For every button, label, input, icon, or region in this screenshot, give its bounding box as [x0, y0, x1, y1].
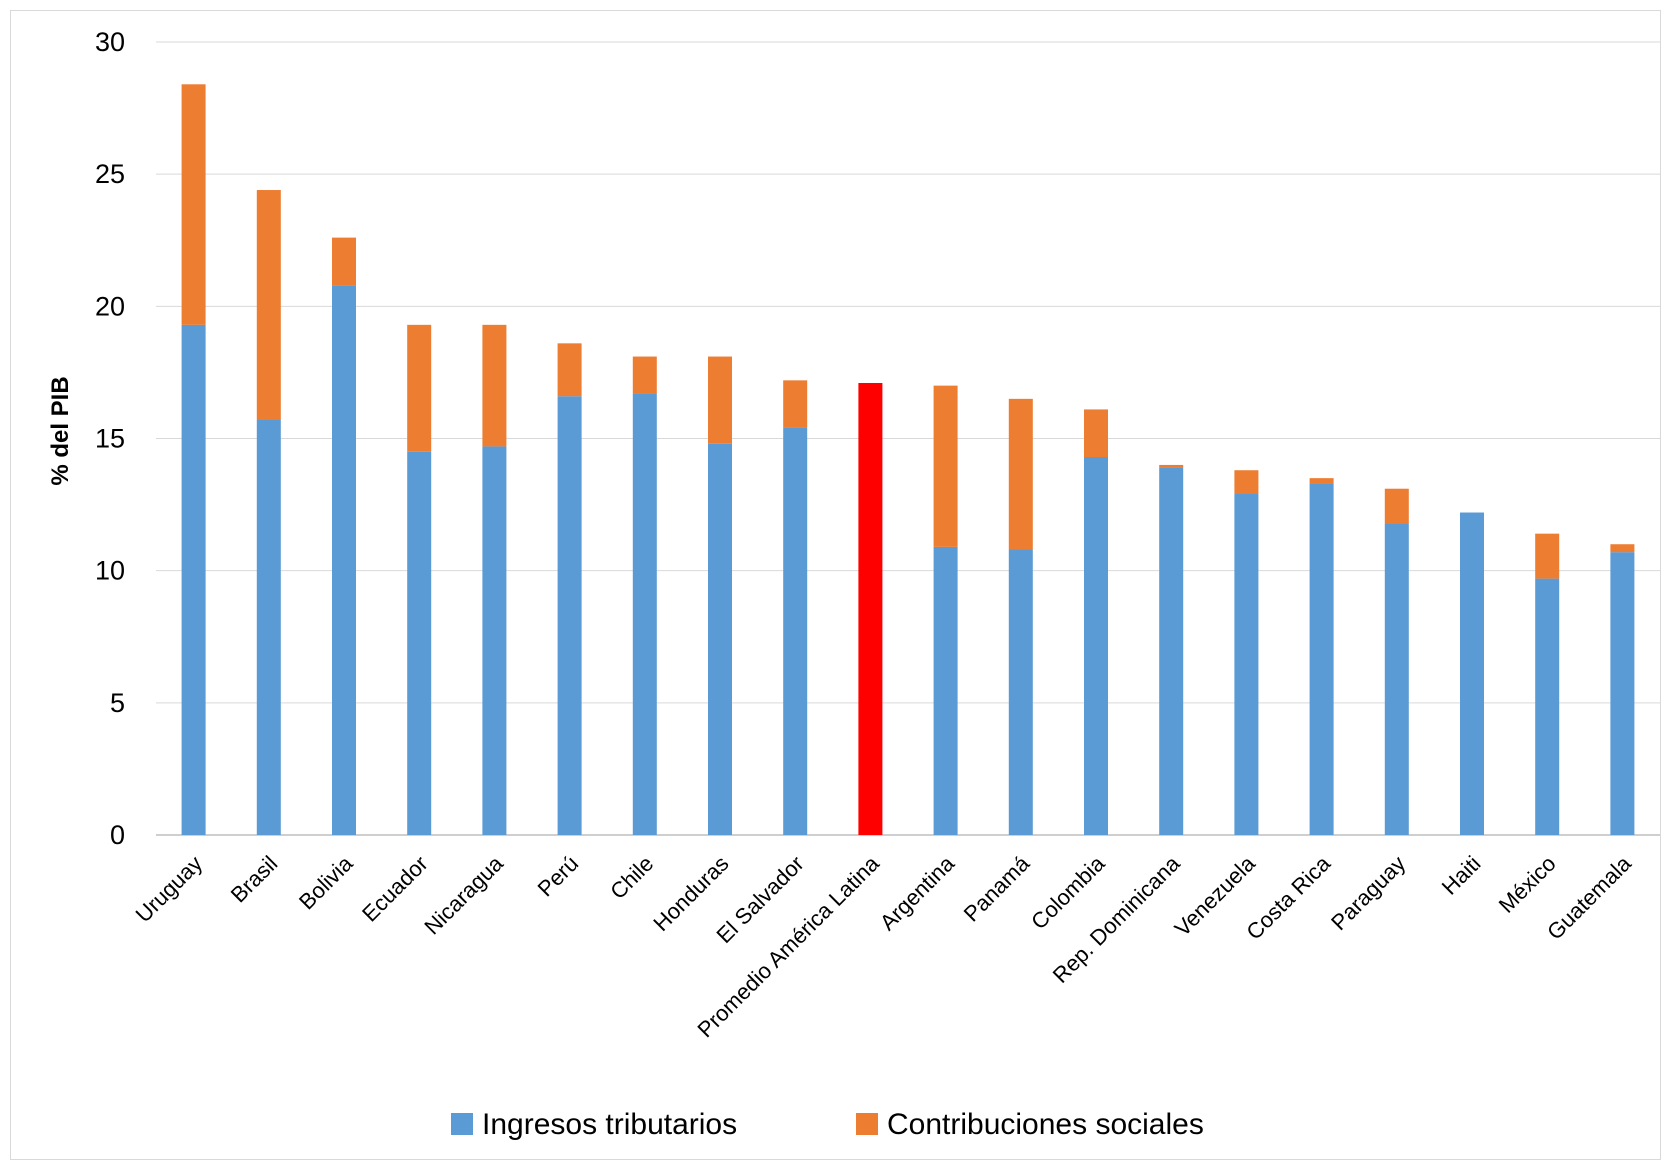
legend-swatch-contribuciones-sociales [856, 1113, 878, 1135]
bar-ingresos-1 [256, 419, 281, 835]
x-tick-label: Paraguay [1326, 851, 1410, 935]
y-axis-ticks: 0 5 10 15 20 25 30 [95, 27, 125, 850]
x-tick-label: Brasil [226, 851, 283, 908]
bar-contribuciones-11 [1008, 398, 1033, 550]
y-tick-label: 25 [95, 159, 125, 189]
y-tick-label: 10 [95, 556, 125, 586]
bar-contribuciones-5 [557, 343, 582, 397]
legend: Ingresos tributarios Contribuciones soci… [451, 1108, 1204, 1141]
x-tick-label: Argentina [875, 850, 960, 935]
bar-contribuciones-10 [933, 385, 958, 547]
x-tick-label: Nicaragua [419, 850, 508, 939]
gridlines [156, 41, 1660, 836]
bar-contribuciones-13 [1159, 464, 1184, 468]
legend-label-contribuciones-sociales: Contribuciones sociales [887, 1108, 1204, 1141]
bar-contribuciones-3 [407, 324, 432, 452]
legend-swatch-ingresos-tributarios [451, 1113, 473, 1135]
bar-ingresos-0 [181, 324, 206, 835]
bar-contribuciones-7 [708, 356, 732, 444]
bar-contribuciones-18 [1535, 533, 1560, 579]
x-tick-label: Panamá [959, 850, 1035, 926]
bars [181, 84, 1635, 836]
bar-ingresos-6 [632, 393, 657, 835]
bar-ingresos-17 [1460, 512, 1484, 835]
bar-ingresos-14 [1234, 494, 1259, 835]
bar-ingresos-19 [1610, 552, 1635, 835]
bar-contribuciones-19 [1610, 544, 1635, 553]
y-axis-title: % del PIB [47, 376, 74, 485]
bar-ingresos-2 [332, 285, 356, 836]
bar-contribuciones-4 [482, 324, 507, 447]
bar-contribuciones-2 [332, 237, 356, 286]
x-tick-label: Chile [605, 851, 658, 904]
x-tick-label: Bolivia [294, 850, 358, 914]
bar-ingresos-16 [1384, 523, 1409, 835]
bar-contribuciones-12 [1084, 409, 1108, 458]
bar-contribuciones-15 [1309, 478, 1334, 484]
bar-ingresos-4 [482, 446, 507, 835]
bar-contribuciones-1 [256, 190, 281, 420]
bar-ingresos-11 [1008, 549, 1033, 835]
x-tick-label: Haiti [1437, 851, 1486, 900]
y-tick-label: 30 [95, 27, 125, 57]
bar-ingresos-8 [783, 427, 808, 835]
bar-contribuciones-14 [1234, 470, 1259, 495]
bar-contribuciones-0 [181, 84, 206, 325]
y-tick-label: 0 [110, 820, 125, 850]
x-tick-label: Rep. Dominicana [1048, 850, 1186, 988]
bar-ingresos-9 [858, 382, 883, 835]
bar-ingresos-18 [1535, 578, 1560, 835]
x-tick-label: Uruguay [131, 851, 207, 927]
bar-contribuciones-6 [632, 356, 657, 394]
bar-ingresos-5 [557, 396, 582, 835]
x-tick-label: México [1494, 851, 1561, 918]
bar-contribuciones-8 [783, 380, 808, 428]
y-tick-label: 5 [110, 688, 125, 718]
bar-ingresos-12 [1084, 457, 1108, 835]
bar-contribuciones-16 [1384, 488, 1409, 524]
x-tick-label: Perú [533, 851, 584, 902]
bar-ingresos-13 [1159, 467, 1184, 835]
bar-ingresos-7 [708, 443, 732, 835]
bar-ingresos-15 [1309, 483, 1334, 835]
bar-ingresos-3 [407, 451, 432, 835]
x-tick-label: Ecuador [357, 851, 433, 927]
y-tick-label: 20 [95, 291, 125, 321]
legend-label-ingresos-tributarios: Ingresos tributarios [482, 1108, 737, 1141]
bar-ingresos-10 [933, 546, 958, 835]
y-tick-label: 15 [95, 424, 125, 454]
